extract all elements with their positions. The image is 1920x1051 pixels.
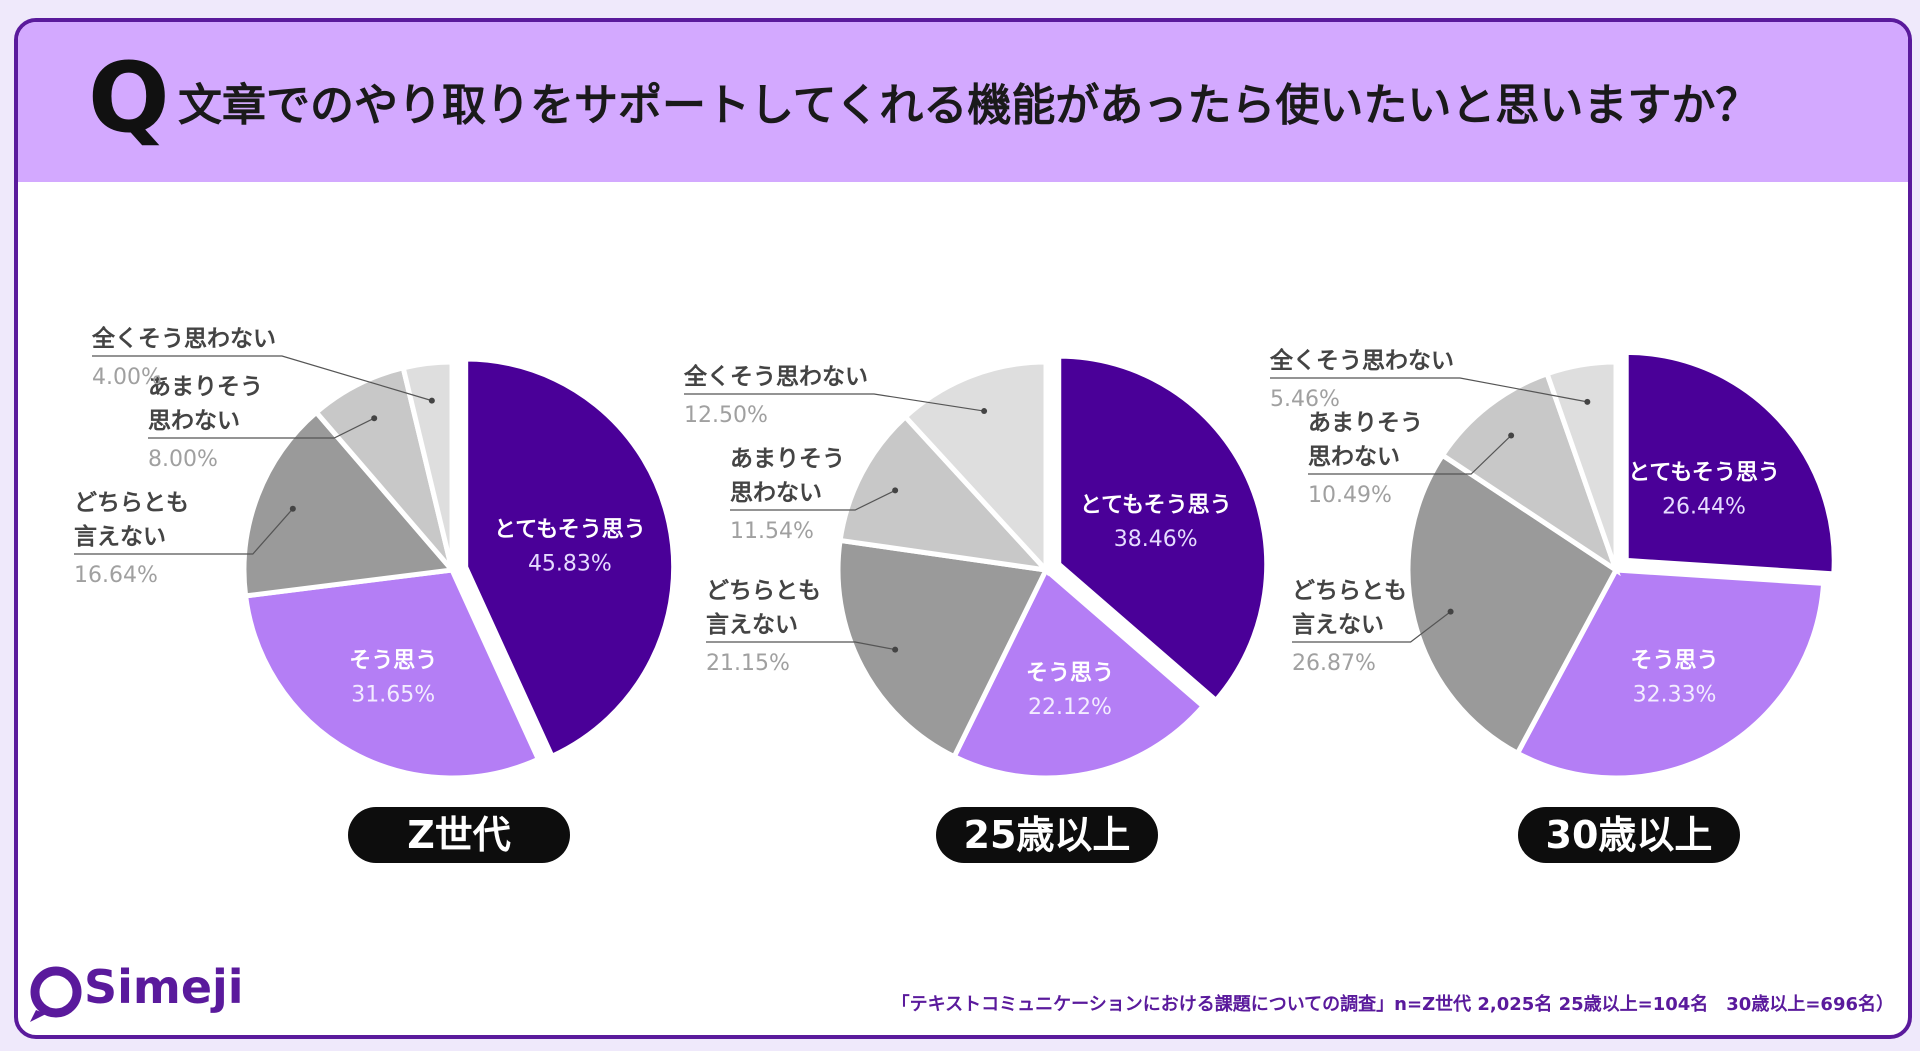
slice-value: 12.50% [684,403,768,428]
slice-label: そう思う [349,648,437,673]
slice-label: あまりそう [148,374,263,400]
slice-value: 11.54% [730,519,814,544]
slice-value: 26.87% [1292,651,1376,676]
slice-label: 全くそう思わない [683,363,868,390]
slice-value: 31.65% [351,682,435,707]
pie-slice [837,413,1053,574]
leader-line [1308,435,1512,475]
slice-label: 言えない [74,523,166,550]
slice-label: 思わない [730,480,822,506]
slice-label: 全くそう思わない [1269,347,1454,374]
slice-label: 全くそう思わない [91,325,276,352]
leader-line [148,417,375,439]
pie-slice [1543,359,1619,571]
slice-label: とてもそう思う [1080,493,1232,518]
group-label-z: Z世代 [348,807,570,863]
pie-slice [463,356,677,760]
slice-label: どちらとも [74,490,189,516]
leader-dot [289,505,296,512]
group-label-25: 25歳以上 [936,807,1158,863]
leader-dot [371,415,378,422]
pie-slice [1056,353,1270,704]
slice-value: 26.44% [1662,494,1746,519]
slice-label: 思わない [1308,444,1400,470]
slice-label: あまりそう [1308,410,1423,436]
slice-value: 45.83% [528,551,612,576]
slice-label: あまりそう [730,446,845,472]
source-note: 「テキストコミュニケーションにおける課題についての調査」n=Z世代 2,025名… [891,994,1894,1015]
leader-dot [1584,398,1591,405]
pie-slice [950,565,1207,781]
question-header: Q 文章でのやり取りをサポートしてくれる機能があったら使いたいと思いますか？ [18,22,1908,182]
pie-slice [1405,451,1620,757]
slice-label: とてもそう思う [1628,460,1780,485]
leader-dot [428,397,435,404]
slice-value: 32.33% [1633,682,1717,707]
pie-slice [901,359,1049,577]
pie-slice [241,408,457,599]
leader-line [1270,377,1588,403]
slice-label: どちらとも [706,578,821,604]
leader-line [92,355,433,402]
pie-slice [1439,370,1621,577]
simeji-logo-text: Simeji [84,960,244,1014]
group-label-30: 30歳以上 [1518,807,1740,863]
pie-slice [1514,567,1827,781]
pie-slice [400,359,455,571]
pie-slice [835,537,1050,760]
slice-value: 38.46% [1114,527,1198,552]
pie-slice [242,567,542,781]
slice-label: 言えない [1292,611,1384,638]
simeji-logo-icon [30,966,82,1022]
slice-label: 思わない [148,408,240,434]
slice-value: 8.00% [148,447,218,472]
leader-line [74,508,294,555]
q-mark: Q [88,42,170,154]
leader-dot [1447,608,1454,615]
leader-line [706,641,896,651]
leader-dot [981,408,988,415]
leader-dot [892,487,899,494]
slice-label: とてもそう思う [494,517,646,542]
slice-label: そう思う [1026,661,1114,686]
slice-value: 16.64% [74,563,158,588]
slice-value: 21.15% [706,651,790,676]
leader-line [1292,611,1451,643]
leader-dot [1508,432,1515,439]
slice-label: 言えない [706,611,798,638]
slice-value: 22.12% [1028,695,1112,720]
leader-dot [892,646,899,653]
slice-value: 5.46% [1270,387,1340,412]
question-title: 文章でのやり取りをサポートしてくれる機能があったら使いたいと思いますか？ [178,80,1760,131]
slice-value: 4.00% [92,365,162,390]
leader-line [730,489,896,511]
pie-slice [1623,349,1837,577]
slice-value: 10.49% [1308,483,1392,508]
slice-label: どちらとも [1292,578,1407,604]
leader-line [684,393,985,412]
slice-label: そう思う [1631,648,1719,673]
